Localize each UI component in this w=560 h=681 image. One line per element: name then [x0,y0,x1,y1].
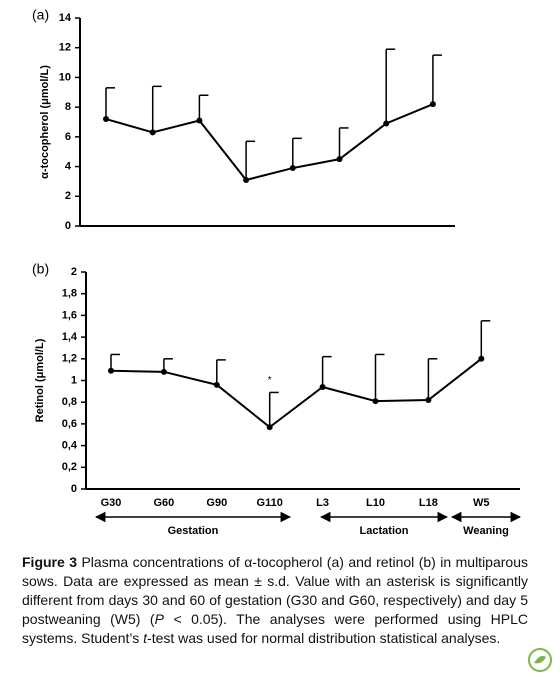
y-tick-label: 0,2 [62,461,77,473]
y-tick-label: 10 [59,71,71,83]
point [196,117,203,124]
y-tick-label: 2 [65,190,71,202]
point [372,398,379,405]
y-tick-label: 1,6 [62,309,77,321]
panel-label: (b) [32,261,49,277]
y-tick-label: 14 [59,12,72,24]
y-tick-label: 2 [71,266,77,278]
caption-text: < 0.05). The analyses were performed usi… [22,611,528,646]
x-tick-label: G110 [257,497,283,509]
point [429,101,436,108]
line [110,358,482,429]
point [425,397,432,404]
point [336,156,343,163]
x-tick-label: G30 [101,497,122,509]
x-tick-label: G90 [206,497,227,509]
point [289,165,296,172]
point [383,120,390,127]
logo-leaf [534,655,546,664]
y-tick-label: 0 [65,220,71,232]
point [478,355,485,362]
point [149,129,156,136]
y-tick-label: 1 [71,374,77,386]
caption-text: -test was used for normal distribution s… [147,630,501,646]
y-tick-label: 0,4 [62,440,78,452]
caption: Figure 3 Plasma concentrations of α-toco… [22,553,528,648]
point [108,367,114,374]
x-tick-label: L3 [316,497,329,509]
logo [528,648,552,672]
point [103,116,109,123]
point [243,176,250,183]
y-tick-label: 1,8 [62,288,77,300]
panel-label: (a) [32,7,49,23]
point [160,368,167,375]
annotation: * [268,375,272,386]
caption-italic: P [154,611,164,627]
y-tick-label: 4 [65,160,72,172]
x-tick-label: L18 [419,497,438,509]
caption-text: Plasma concentrations of α-tocopherol (a… [22,554,528,627]
x-tick-label: G60 [154,497,175,509]
caption-italic: t [143,630,148,646]
point [213,381,220,388]
figure: (a)α-tocopherol (μmol/L)02468101214(b)Re… [32,7,522,537]
group-label: Gestation [168,525,219,537]
line [105,103,434,182]
point [266,424,273,431]
y-tick-label: 0 [71,483,77,495]
x-tick-label: L10 [366,497,385,509]
y-tick-label: 6 [65,131,71,143]
y-tick-label: 1,4 [62,331,78,343]
figure-label: Figure 3 [22,554,78,570]
group-label: Lactation [360,525,409,537]
y-axis-title: α-tocopherol (μmol/L) [39,65,51,179]
y-tick-label: 0,6 [62,418,77,430]
group-label: Weaning [463,525,509,537]
y-tick-label: 12 [59,42,71,54]
point [319,384,326,391]
x-tick-label: W5 [473,497,490,509]
y-tick-label: 1,2 [62,353,77,365]
y-tick-label: 8 [65,101,71,113]
y-tick-label: 0,8 [62,396,77,408]
y-axis-title: Retinol (μmol/L) [34,338,46,422]
